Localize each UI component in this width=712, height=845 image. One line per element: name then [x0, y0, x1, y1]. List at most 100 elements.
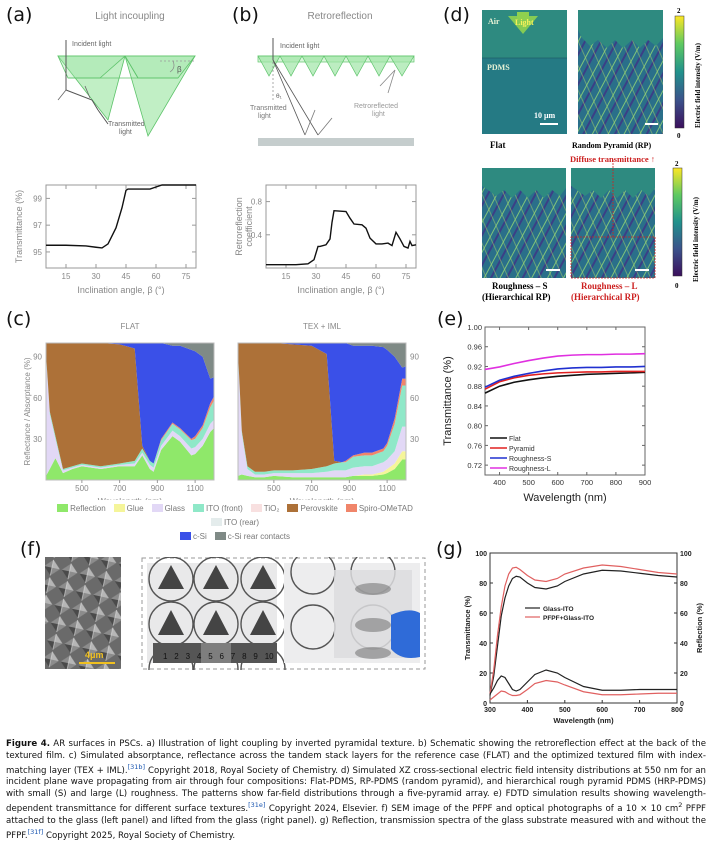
x-tick-label: 900: [639, 478, 652, 487]
legend-label: TiO₂: [263, 504, 280, 513]
data-line: [46, 184, 196, 249]
area-c-si: [238, 343, 406, 463]
panel-e-label: (e): [437, 308, 464, 330]
light-arrow-icon: [508, 16, 538, 34]
figure-label: Figure 4.: [6, 739, 50, 749]
subplot-title: FLAT: [121, 322, 140, 331]
pfpf-photographs: 1 2 3 4 5 6 7 8 9 10: [141, 557, 426, 670]
legend-swatch: [211, 518, 223, 526]
retroreflected-light-label: Retroreflected: [354, 103, 398, 110]
y-tick-label: 0.80: [467, 422, 482, 431]
y-tick-label: 0.84: [467, 402, 482, 411]
y-tick-label: 1.00: [467, 323, 482, 332]
legend-item: Reflection: [57, 502, 106, 516]
ruler-number: 5: [208, 652, 213, 661]
series-line-reflection: [489, 679, 677, 701]
ruler-number: 9: [253, 652, 258, 661]
area-perovskite: [238, 343, 406, 472]
legend-item: Glue: [113, 502, 144, 516]
y-tick-label-right: 0: [680, 701, 684, 708]
legend-swatch: [193, 504, 205, 512]
ruler-number: 7: [231, 652, 236, 661]
x-tick-label: 75: [402, 272, 411, 281]
citation-31f[interactable]: [31f]: [27, 828, 44, 837]
plot-frame: [45, 342, 215, 481]
caption-text-1: AR surfaces in PSCs. a) Illustration of …: [6, 739, 706, 776]
field-map-roughness-l: [570, 160, 656, 279]
x-tick-label: 45: [122, 272, 131, 281]
legend-label: Spiro-OMeTAD: [358, 504, 413, 513]
y-tick-label: 0.8: [251, 198, 263, 207]
map-caption-rl-sub: (Hierarchical RP): [571, 292, 640, 302]
sem-image: 4μm: [45, 557, 121, 669]
y-tick-label: 0.96: [467, 343, 482, 352]
x-axis-label: Inclination angle, β (°): [77, 285, 164, 295]
sem-scale-label: 4μm: [85, 650, 104, 660]
panel-b-title: Retroreflection: [307, 11, 373, 22]
legend-label: Glue: [126, 504, 144, 513]
x-tick-label: 60: [152, 272, 161, 281]
retroreflection-schematic: Incident light θ₁ Transmitted light Retr…: [250, 38, 415, 146]
colorbar-max: 2: [677, 7, 681, 15]
x-axis-label: Wavelength (nm): [523, 492, 606, 504]
legend-label: Glass-ITO: [543, 606, 574, 613]
panel-g-label: (g): [436, 538, 463, 560]
citation-31b[interactable]: [31b]: [127, 763, 146, 771]
x-tick-label: 15: [62, 272, 71, 281]
y-axis-label: Reflectance / Absorptance (%): [23, 357, 32, 465]
panel-c-label: (c): [6, 308, 32, 330]
ruler-number: 8: [242, 652, 247, 661]
x-axis-label: Wavelength (nm): [553, 716, 614, 725]
plot-frame: [45, 184, 197, 269]
y-tick-label-left: 0: [483, 701, 487, 708]
x-axis-label: Wavelength (nm): [98, 496, 163, 500]
plot-frame: [489, 552, 678, 704]
legend-label: c-Si: [192, 532, 207, 541]
colorbar-min-2: 0: [675, 282, 679, 290]
gloved-hand: [391, 610, 420, 658]
y-tick-label: 0.4: [251, 231, 263, 240]
colorbar-top: [674, 15, 685, 129]
series-line-pyramid: [484, 370, 645, 390]
series-line-reflection: [489, 669, 677, 695]
legend-swatch: [345, 504, 357, 512]
series-line-roughness-s: [484, 365, 646, 388]
panel-a-title: Light incoupling: [95, 11, 165, 22]
y-tick-label-left: 20: [479, 671, 487, 678]
x-tick-label: 500: [522, 478, 535, 487]
y-axis-label: coefficient: [244, 206, 254, 247]
x-tick-label: 300: [484, 707, 496, 714]
plot-frame: [265, 184, 417, 269]
x-tick-label: 1100: [187, 484, 205, 493]
y-tick-label-right: 100: [680, 551, 692, 558]
y-tick-label: 90: [410, 353, 419, 362]
x-tick-label: 600: [551, 478, 564, 487]
light-incoupling-schematic: Incident light Transmitted light β: [57, 40, 196, 138]
legend-item: ITO (rear): [211, 516, 259, 530]
legend-label: Roughness-S: [509, 456, 552, 463]
legend-label: Flat: [509, 436, 521, 443]
photo-attached: 1 2 3 4 5 6 7 8 9 10: [147, 557, 286, 670]
substrate: [258, 138, 414, 146]
legend-item: c-Si rear contacts: [214, 530, 290, 544]
y-tick-label: 60: [33, 394, 42, 403]
series-line-flat: [484, 371, 646, 394]
y-axis-label: Transmittance (%): [14, 190, 24, 263]
x-axis-label: Inclination angle, β (°): [297, 285, 384, 295]
citation-31e[interactable]: [31e]: [248, 801, 266, 810]
legend-label: PFPF+Glass-ITO: [543, 615, 594, 622]
ruler-number: 2: [174, 652, 179, 661]
legend-label: ITO (front): [206, 504, 243, 513]
y-tick-label: 60: [410, 394, 419, 403]
y-tick-label: 99: [33, 194, 42, 203]
data-line: [266, 209, 417, 266]
pyramid-film: [257, 55, 415, 77]
legend-swatch: [151, 504, 163, 512]
superscript-2: 2: [678, 801, 683, 810]
transmitted-ray: [65, 89, 99, 111]
y-tick-label: 0.88: [467, 382, 482, 391]
legend-swatch: [57, 504, 69, 512]
y-tick-label-left: 80: [479, 581, 487, 588]
fdtd-transmittance-chart: 400 500 600 700 800 900 0.72 0.76 0.80 0.84 0.88 0.…: [442, 323, 652, 504]
retroreflected-light-label-2: light: [372, 111, 385, 118]
